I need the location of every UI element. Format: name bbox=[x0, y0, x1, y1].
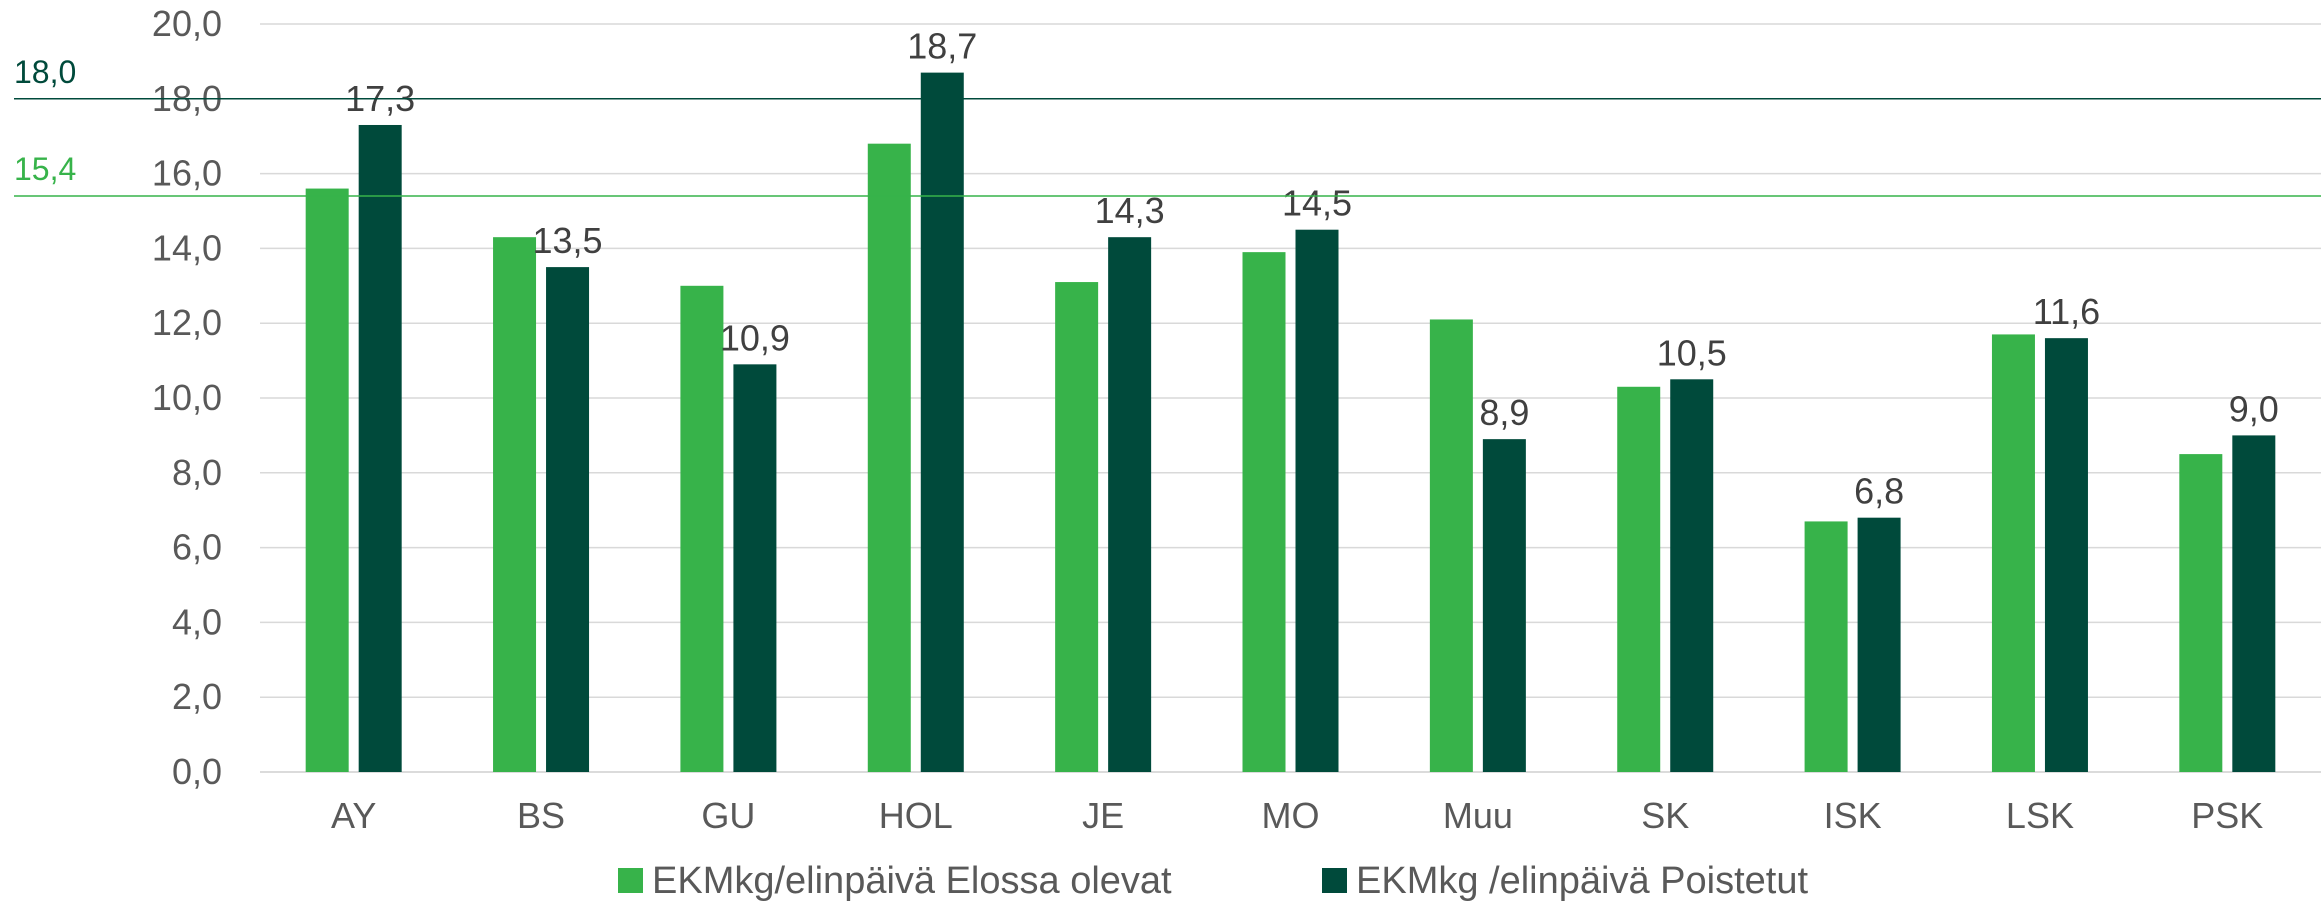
x-tick-label: LSK bbox=[2006, 795, 2074, 836]
bar bbox=[306, 189, 349, 772]
data-label: 14,5 bbox=[1282, 183, 1352, 224]
legend-swatch bbox=[618, 868, 643, 893]
legend-label: EKMkg/elinpäivä Elossa olevat bbox=[652, 860, 1172, 902]
bar bbox=[1858, 518, 1901, 772]
bar bbox=[493, 237, 536, 772]
bar bbox=[733, 364, 776, 772]
data-label: 10,9 bbox=[720, 317, 790, 358]
reference-line-label: 15,4 bbox=[14, 151, 76, 187]
x-tick-label: ISK bbox=[1824, 795, 1882, 836]
data-label: 11,6 bbox=[2033, 291, 2100, 332]
bar bbox=[1805, 521, 1848, 772]
y-axis: 0,02,04,06,08,010,012,014,016,018,020,0 bbox=[152, 3, 222, 792]
bar bbox=[1670, 379, 1713, 772]
x-tick-label: PSK bbox=[2191, 795, 2263, 836]
y-tick-label: 2,0 bbox=[172, 676, 222, 717]
legend-label: EKMkg /elinpäivä Poistetut bbox=[1356, 860, 1808, 902]
bar bbox=[1483, 439, 1526, 772]
x-tick-label: MO bbox=[1262, 795, 1320, 836]
y-tick-label: 8,0 bbox=[172, 452, 222, 493]
bar bbox=[1992, 334, 2035, 772]
bar bbox=[1108, 237, 1151, 772]
data-label: 13,5 bbox=[533, 220, 603, 261]
legend-swatch bbox=[1322, 868, 1347, 893]
bar bbox=[546, 267, 589, 772]
bar bbox=[2179, 454, 2222, 772]
bar bbox=[2232, 435, 2275, 772]
y-tick-label: 16,0 bbox=[152, 153, 222, 194]
bar bbox=[680, 286, 723, 772]
reference-line-label: 18,0 bbox=[14, 54, 76, 90]
y-tick-label: 4,0 bbox=[172, 601, 222, 642]
x-tick-label: HOL bbox=[879, 795, 953, 836]
data-label: 6,8 bbox=[1854, 471, 1904, 512]
y-tick-label: 0,0 bbox=[172, 751, 222, 792]
bar bbox=[359, 125, 402, 772]
bar bbox=[921, 73, 964, 772]
bar bbox=[1243, 252, 1286, 772]
bar bbox=[2045, 338, 2088, 772]
bar bbox=[868, 144, 911, 772]
x-axis: AY BS GU HOL JE MO Muu SK ISK LSK PSK bbox=[331, 795, 2263, 836]
bar bbox=[1055, 282, 1098, 772]
y-tick-label: 14,0 bbox=[152, 227, 222, 268]
y-tick-label: 10,0 bbox=[152, 377, 222, 418]
x-tick-label: JE bbox=[1082, 795, 1124, 836]
bars: 17,313,510,918,714,3 14,58,910,56,811,69,… bbox=[306, 26, 2279, 772]
bar bbox=[1296, 230, 1339, 772]
data-label: 18,7 bbox=[907, 26, 977, 67]
x-tick-label: Muu bbox=[1443, 795, 1513, 836]
bar bbox=[1617, 387, 1660, 772]
y-tick-label: 20,0 bbox=[152, 3, 222, 44]
x-tick-label: AY bbox=[331, 795, 376, 836]
x-tick-label: BS bbox=[517, 795, 565, 836]
legend: EKMkg/elinpäivä Elossa olevat EKMkg /elin… bbox=[618, 860, 1808, 902]
y-tick-label: 12,0 bbox=[152, 302, 222, 343]
y-tick-label: 6,0 bbox=[172, 527, 222, 568]
data-label: 10,5 bbox=[1657, 332, 1727, 373]
bar bbox=[1430, 319, 1473, 772]
data-label: 9,0 bbox=[2229, 388, 2279, 429]
x-tick-label: SK bbox=[1641, 795, 1689, 836]
x-tick-label: GU bbox=[701, 795, 755, 836]
data-label: 8,9 bbox=[1479, 392, 1529, 433]
